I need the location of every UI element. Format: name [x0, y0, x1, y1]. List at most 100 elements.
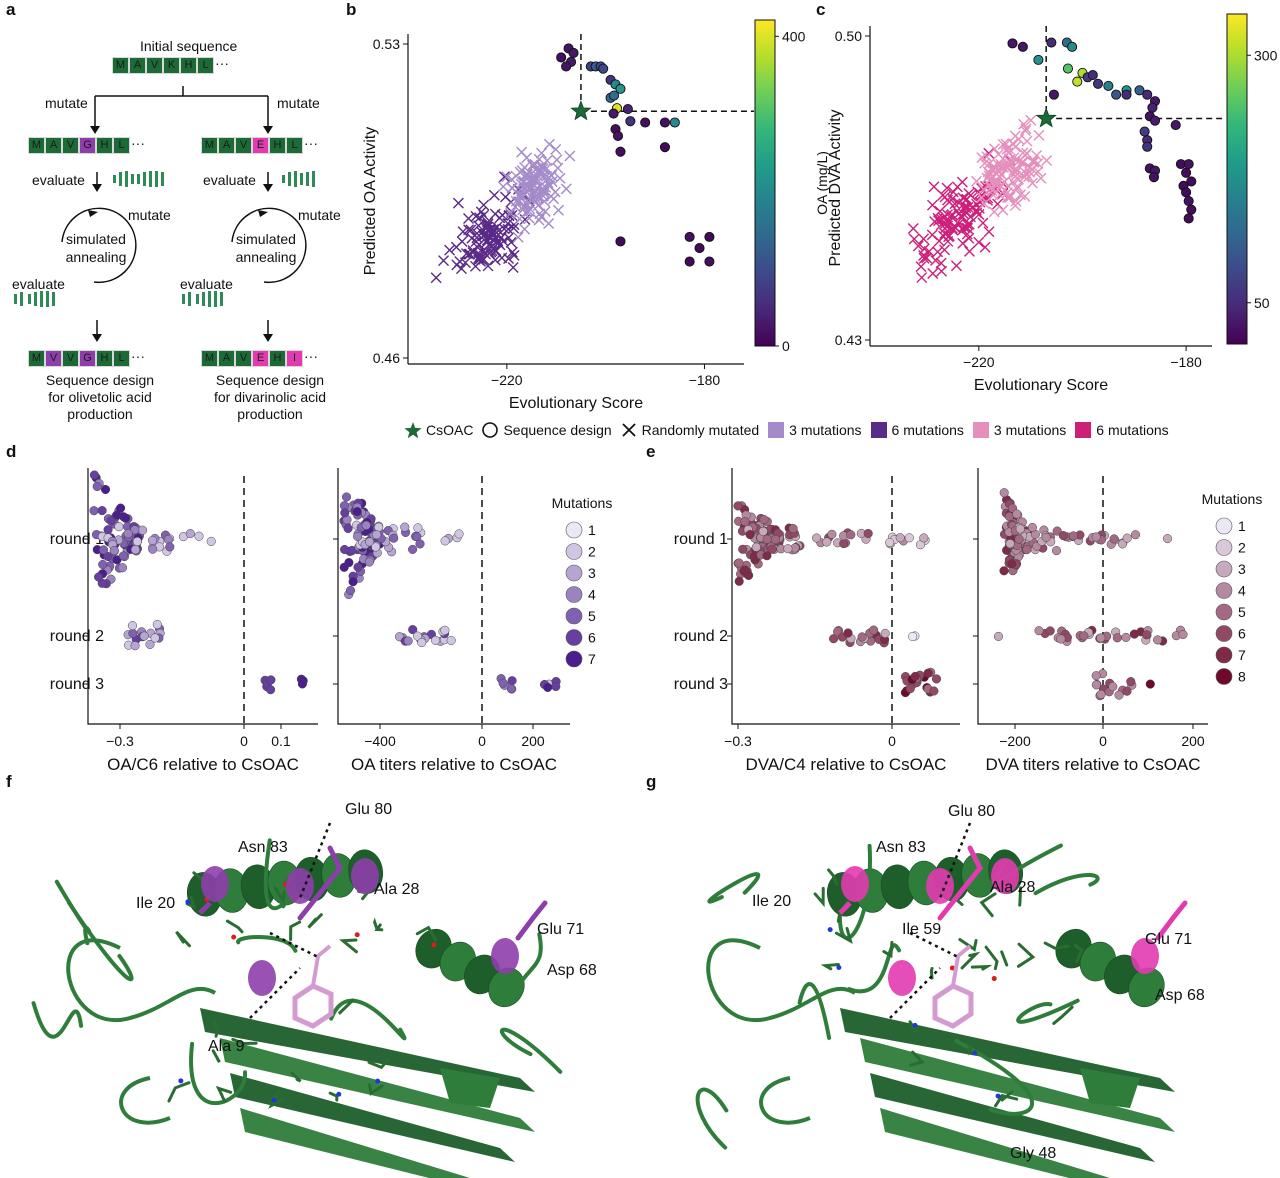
swarm-point	[353, 531, 363, 541]
alpha-helix	[1055, 928, 1165, 1008]
side-chain	[273, 886, 286, 905]
legend-swatch	[870, 422, 887, 438]
side-chain	[175, 930, 191, 948]
random-mutant-marker	[1003, 159, 1015, 170]
design-point	[615, 236, 626, 247]
random-mutant-marker	[918, 233, 930, 245]
mutations-legend-marker	[565, 607, 583, 625]
panel-g-letter: g	[646, 772, 657, 791]
mutations-legend-marker	[565, 521, 583, 539]
x-axis-label: DVA/C4 relative to CsOAC	[746, 755, 947, 774]
sequence-ellipsis: ···	[131, 135, 145, 151]
design-point	[1139, 126, 1150, 137]
random-mutant-marker	[1009, 200, 1021, 212]
side-chain	[984, 945, 999, 971]
evaluate-loop-left-label: evaluate	[12, 276, 65, 292]
swarm-point	[412, 631, 423, 641]
side-chain	[994, 1093, 1019, 1108]
mutated-residue	[926, 868, 954, 904]
side-chain	[367, 1057, 390, 1070]
coil-loop	[695, 1087, 729, 1150]
swarm-point	[993, 631, 1004, 641]
design-point	[1072, 76, 1083, 87]
side-chain	[909, 1050, 925, 1067]
random-mutant-marker	[519, 161, 531, 173]
beta-strand	[880, 1108, 1110, 1178]
random-mutant-marker	[930, 254, 942, 266]
random-mutant-marker	[977, 217, 989, 229]
random-mutant-marker	[918, 243, 930, 255]
random-mutant-marker	[928, 181, 940, 193]
swarm-point	[1022, 545, 1032, 555]
side-chain	[367, 1082, 384, 1096]
random-mutant-marker	[472, 247, 484, 259]
random-mutant-marker	[1024, 161, 1036, 173]
swarm-point	[1052, 526, 1062, 536]
coil-loop	[509, 932, 543, 1002]
random-mutant-marker	[1026, 177, 1038, 189]
side-chain	[290, 1071, 302, 1083]
swarm-point	[999, 488, 1009, 498]
swarm-point	[340, 544, 350, 555]
swarm-point	[762, 534, 772, 544]
random-mutant-marker	[512, 231, 524, 243]
design-point	[669, 117, 680, 128]
mutated-residue	[286, 868, 314, 904]
swarm-point	[908, 631, 918, 642]
random-mutant-marker	[941, 182, 953, 194]
side-chain	[167, 1081, 191, 1103]
random-mutant-marker	[543, 218, 555, 230]
residue-label: Asp 68	[547, 962, 597, 979]
colorbar-tick-label: 0	[782, 338, 790, 354]
y-tick-label: 0.43	[835, 332, 862, 348]
coil-loop	[66, 900, 134, 982]
swarm-point	[1162, 534, 1173, 544]
swarm-point	[788, 524, 798, 534]
sequence-residue: L	[113, 137, 130, 154]
sequence-residue: H	[180, 57, 197, 74]
random-mutant-marker	[970, 175, 982, 187]
swarm-point	[869, 625, 879, 635]
swarm-point	[507, 676, 517, 686]
residue-label: Ile 59	[902, 921, 941, 938]
design-point	[1033, 54, 1044, 65]
side-chain	[1043, 941, 1069, 950]
swarm-point	[904, 533, 914, 543]
random-mutant-marker	[1021, 135, 1033, 147]
mutated-residue	[888, 960, 916, 996]
swarm-point	[543, 682, 553, 692]
design-point	[1183, 195, 1194, 207]
swarm-point	[352, 507, 362, 517]
random-mutant-marker	[939, 191, 951, 203]
random-mutant-marker	[536, 147, 548, 159]
random-mutant-marker	[486, 245, 498, 257]
random-mutant-marker	[552, 204, 564, 216]
swarm-point	[400, 522, 410, 532]
residue-label: Glu 71	[537, 921, 584, 938]
side-chain	[185, 895, 197, 910]
side-chain	[337, 998, 355, 1015]
panel-g-structure: Glu 80 Asn 83 Ala 28 Ile 20 Ile 59 Glu 71 Asp …	[695, 803, 1205, 1178]
mutate-loop-right-label: mutate	[298, 207, 341, 223]
side-chain	[958, 938, 978, 952]
atom	[991, 976, 997, 982]
swarm-point	[1091, 532, 1101, 542]
swarm-point	[117, 563, 128, 573]
atom	[995, 1093, 1001, 1099]
evaluate-loop-right-label: evaluate	[180, 276, 233, 292]
random-mutant-marker	[475, 206, 487, 218]
random-mutant-marker	[444, 244, 456, 256]
design-point	[568, 47, 579, 59]
coil-loop	[236, 934, 298, 953]
random-mutant-marker	[1001, 143, 1013, 155]
swarm-point	[822, 537, 832, 547]
legend-label: Randomly mutated	[641, 422, 760, 438]
alpha-helix	[415, 928, 525, 1008]
random-mutant-marker	[531, 189, 543, 201]
sequence-residue: H	[269, 350, 286, 367]
mutations-legend-label: 4	[1238, 583, 1246, 599]
x-tick-label: −180	[1170, 354, 1202, 370]
residue-label: Ala 28	[374, 881, 419, 898]
design-point	[615, 83, 626, 94]
random-mutant-marker	[514, 189, 526, 201]
